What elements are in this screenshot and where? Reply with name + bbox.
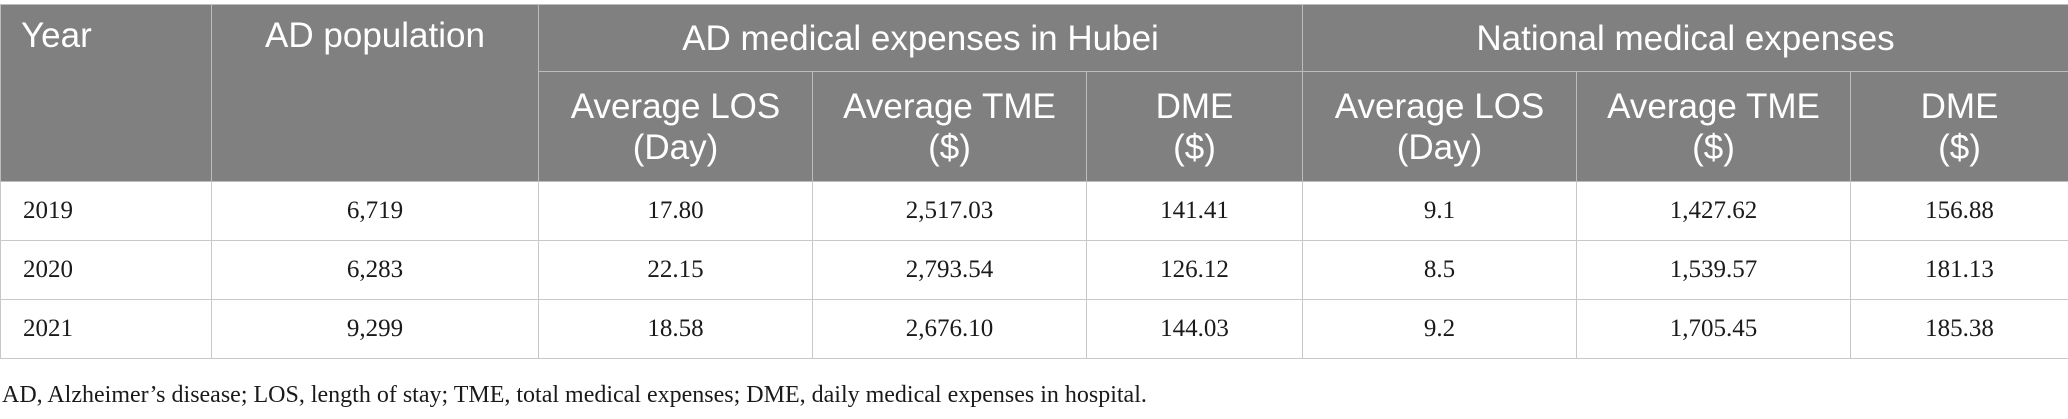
- cell-national-los: 8.5: [1302, 240, 1578, 300]
- cell-national-dme: 181.13: [1850, 240, 2068, 300]
- cell-hubei-tme: 2,517.03: [812, 181, 1087, 241]
- header-national-los: Average LOS (Day): [1302, 71, 1578, 182]
- header-hubei-dme: DME ($): [1085, 71, 1304, 182]
- header-hubei-tme: Average TME ($): [812, 71, 1087, 182]
- cell-hubei-los: 22.15: [538, 240, 813, 300]
- cell-hubei-los: 18.58: [538, 299, 813, 359]
- cell-national-tme: 1,427.62: [1576, 181, 1852, 241]
- header-population: AD population: [211, 4, 539, 182]
- cell-hubei-dme: 144.03: [1085, 299, 1304, 359]
- expenses-table: Year AD population AD medical expenses i…: [0, 4, 2068, 359]
- cell-national-los: 9.1: [1302, 181, 1578, 241]
- header-hubei-group: AD medical expenses in Hubei: [537, 4, 1304, 72]
- table-row: 2021 9,299 18.58 2,676.10 144.03 9.2 1,7…: [0, 299, 2068, 359]
- cell-population: 6,719: [211, 181, 539, 241]
- cell-hubei-los: 17.80: [538, 181, 813, 241]
- cell-hubei-dme: 126.12: [1085, 240, 1304, 300]
- header-year: Year: [0, 4, 212, 182]
- cell-hubei-tme: 2,676.10: [812, 299, 1087, 359]
- header-national-group: National medical expenses: [1302, 4, 2068, 72]
- table-row: 2020 6,283 22.15 2,793.54 126.12 8.5 1,5…: [0, 240, 2068, 300]
- cell-year: 2020: [0, 240, 212, 300]
- table-row: 2019 6,719 17.80 2,517.03 141.41 9.1 1,4…: [0, 181, 2068, 241]
- header-hubei-los: Average LOS (Day): [538, 71, 813, 182]
- cell-hubei-tme: 2,793.54: [812, 240, 1087, 300]
- cell-population: 9,299: [211, 299, 539, 359]
- cell-national-tme: 1,705.45: [1576, 299, 1852, 359]
- cell-national-los: 9.2: [1302, 299, 1578, 359]
- cell-national-dme: 156.88: [1850, 181, 2068, 241]
- cell-population: 6,283: [211, 240, 539, 300]
- cell-hubei-dme: 141.41: [1085, 181, 1304, 241]
- table-footnote: AD, Alzheimer’s disease; LOS, length of …: [2, 382, 1147, 408]
- cell-year: 2021: [0, 299, 212, 359]
- cell-national-tme: 1,539.57: [1576, 240, 1852, 300]
- cell-year: 2019: [0, 181, 212, 241]
- cell-national-dme: 185.38: [1850, 299, 2068, 359]
- header-national-dme: DME ($): [1850, 71, 2068, 182]
- header-national-tme: Average TME ($): [1576, 71, 1852, 182]
